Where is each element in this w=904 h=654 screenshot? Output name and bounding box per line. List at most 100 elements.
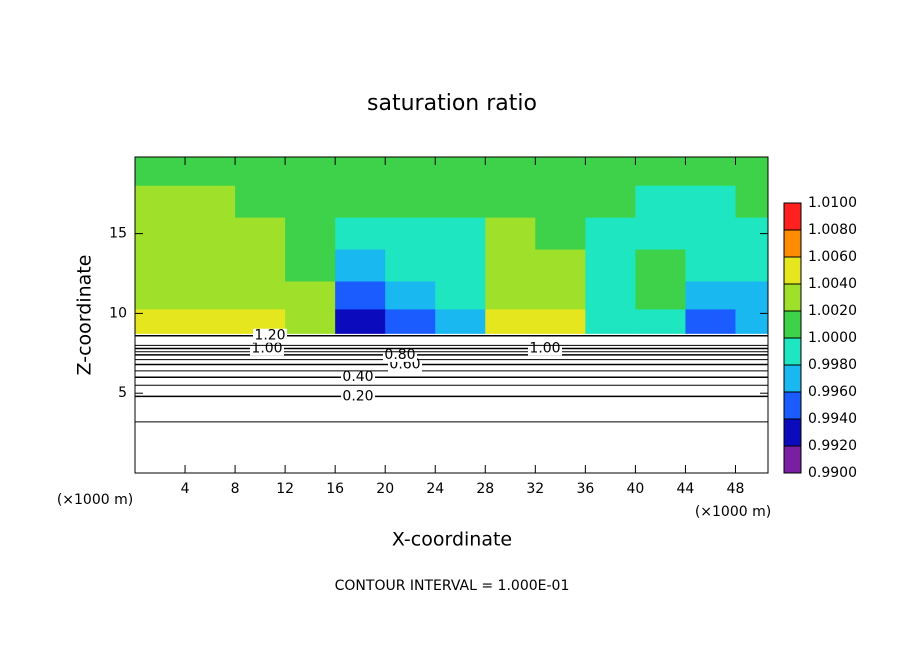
x-tick-label: 20 [376, 481, 394, 497]
x-tick-label: 32 [526, 481, 544, 497]
contour-label-bg [341, 370, 375, 385]
field-cell [585, 309, 636, 334]
field-cell [735, 157, 768, 187]
colorbar-tick-label: 1.0100 [808, 195, 857, 211]
contour-label: 1.00 [251, 341, 282, 357]
field-cell [285, 281, 336, 310]
field-cell [335, 157, 386, 187]
colorbar-tick-label: 1.0020 [808, 303, 857, 319]
field-cell [685, 249, 736, 282]
colorbar-swatch [784, 365, 801, 392]
x-tick-label: 40 [626, 481, 644, 497]
field-cell [235, 185, 286, 219]
field-cell [385, 185, 436, 219]
field-cell [335, 309, 386, 334]
field-cell [135, 185, 186, 219]
field-cell [135, 281, 186, 310]
field-cell [685, 281, 736, 310]
field-cell [485, 185, 536, 219]
contour-label: 1.20 [254, 328, 285, 344]
field-cell [335, 217, 386, 251]
colorbar-swatch [784, 257, 801, 284]
field-cell [385, 309, 436, 334]
field-cell [585, 249, 636, 282]
x-tick-label: 28 [476, 481, 494, 497]
field-cell [635, 249, 686, 282]
field-cell [235, 281, 286, 310]
colorbar-swatch [784, 203, 801, 230]
field-cell [335, 281, 386, 310]
colorbar-tick-label: 1.0060 [808, 249, 857, 265]
field-cell [735, 185, 768, 219]
footnote: CONTOUR INTERVAL = 1.000E-01 [335, 578, 570, 594]
field-cell [685, 185, 736, 219]
y-tick-label: 10 [109, 305, 127, 321]
colorbar-tick-label: 0.9980 [808, 357, 857, 373]
y-tick-label: 5 [118, 385, 127, 401]
field-cell [535, 185, 586, 219]
field-cell [535, 309, 586, 334]
field-cell [685, 157, 736, 187]
field-cell [635, 217, 686, 251]
field-cell [635, 281, 686, 310]
x-tick-label: 24 [426, 481, 444, 497]
colorbar-tick-label: 0.9900 [808, 465, 857, 481]
colorbar-tick-label: 0.9940 [808, 411, 857, 427]
field-cell [285, 157, 336, 187]
field-cell [585, 217, 636, 251]
field-cell [535, 281, 586, 310]
field-cell [635, 185, 686, 219]
field-cell [285, 309, 336, 334]
field-cell [385, 281, 436, 310]
colorbar-swatch [784, 392, 801, 419]
field-cell [535, 157, 586, 187]
field-cell [135, 249, 186, 282]
field-cell [385, 249, 436, 282]
field-cell [485, 249, 536, 282]
colorbar-swatch [784, 284, 801, 311]
field-cell [685, 309, 736, 334]
field-cell [135, 309, 186, 334]
field-cell [635, 309, 686, 334]
field-cell [235, 249, 286, 282]
x-tick-label: 48 [727, 481, 745, 497]
field-cell [185, 309, 236, 334]
field-cell [485, 157, 536, 187]
field-cell [585, 157, 636, 187]
x-tick-label: 36 [576, 481, 594, 497]
chart-title: saturation ratio [367, 91, 537, 116]
field-cell [135, 217, 186, 251]
colorbar-tick-label: 1.0040 [808, 276, 857, 292]
y-tick-label: 15 [109, 226, 127, 242]
field-cell [535, 217, 586, 251]
colorbar-tick-label: 1.0080 [808, 222, 857, 238]
x-unit: (×1000 m) [695, 504, 771, 520]
colorbar-tick-label: 0.9960 [808, 384, 857, 400]
field-cell [385, 157, 436, 187]
field-cell [335, 249, 386, 282]
field-cell [435, 309, 486, 334]
contour-label-bg [341, 389, 375, 404]
colorbar-tick-label: 1.0000 [808, 330, 857, 346]
x-tick-label: 8 [231, 481, 240, 497]
field-cell [285, 217, 336, 251]
field-cell [635, 157, 686, 187]
field-cell [435, 217, 486, 251]
colorbar-swatch [784, 338, 801, 365]
field-cell [185, 157, 236, 187]
field-cell [285, 185, 336, 219]
contour-label: 0.40 [342, 369, 373, 385]
field-cell [185, 217, 236, 251]
field-cell [435, 249, 486, 282]
field-cell [385, 217, 436, 251]
field-cell [685, 217, 736, 251]
field-cell [485, 309, 536, 334]
field-cell [585, 281, 636, 310]
field-cell [185, 185, 236, 219]
contour-label: 0.20 [342, 388, 373, 404]
contour-label-bg [253, 328, 287, 343]
colorbar-swatch [784, 311, 801, 338]
field-cell [435, 157, 486, 187]
